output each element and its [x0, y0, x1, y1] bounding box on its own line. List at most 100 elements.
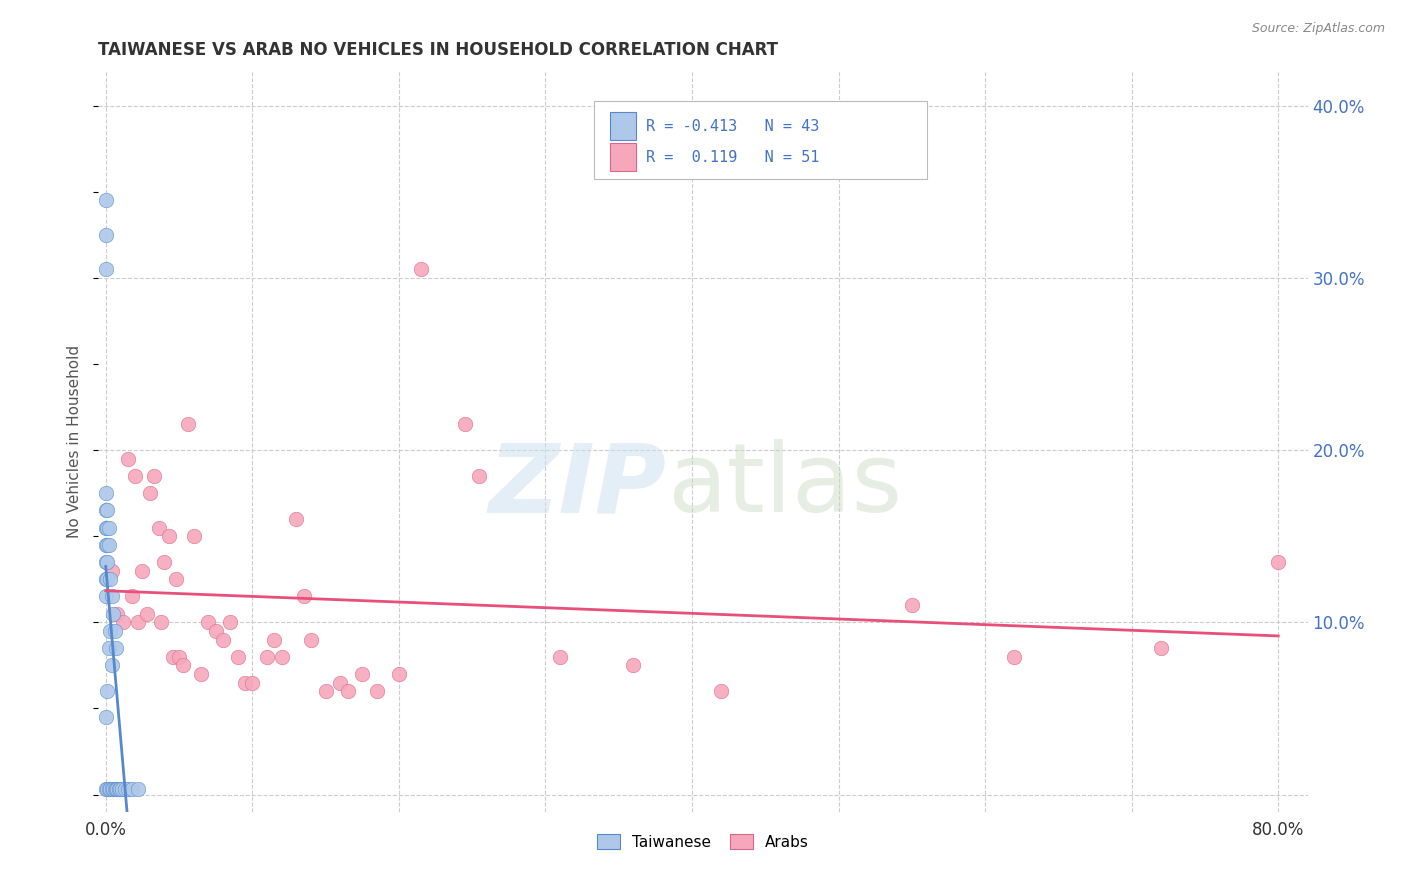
- Point: [127, 782, 149, 797]
- Point: [96, 684, 118, 698]
- Point: [94, 590, 117, 604]
- Point: [135, 607, 157, 621]
- Text: Source: ZipAtlas.com: Source: ZipAtlas.com: [1251, 22, 1385, 36]
- Point: [388, 667, 411, 681]
- Point: [98, 624, 121, 638]
- Point: [162, 649, 184, 664]
- Point: [94, 521, 117, 535]
- Point: [108, 782, 131, 797]
- Point: [263, 632, 285, 647]
- Point: [107, 782, 129, 797]
- Point: [233, 675, 256, 690]
- FancyBboxPatch shape: [595, 101, 927, 178]
- Point: [94, 227, 117, 242]
- Point: [197, 615, 219, 630]
- Text: TAIWANESE VS ARAB NO VEHICLES IN HOUSEHOLD CORRELATION CHART: TAIWANESE VS ARAB NO VEHICLES IN HOUSEHO…: [98, 41, 779, 59]
- Point: [409, 262, 432, 277]
- Text: ZIP: ZIP: [489, 440, 666, 533]
- Point: [94, 782, 117, 797]
- Point: [107, 607, 129, 621]
- Point: [96, 521, 118, 535]
- Point: [100, 782, 122, 797]
- Point: [94, 555, 117, 569]
- Point: [121, 590, 143, 604]
- Point: [94, 486, 117, 500]
- Point: [112, 615, 135, 630]
- Point: [1267, 555, 1289, 569]
- Point: [190, 667, 212, 681]
- Point: [96, 782, 118, 797]
- Point: [94, 572, 117, 586]
- Point: [172, 658, 194, 673]
- Point: [103, 624, 125, 638]
- Point: [94, 538, 117, 552]
- Point: [710, 684, 733, 698]
- Point: [117, 451, 139, 466]
- Point: [548, 649, 571, 664]
- Point: [103, 782, 125, 797]
- Point: [329, 675, 352, 690]
- Point: [96, 572, 118, 586]
- Point: [454, 417, 477, 432]
- Point: [100, 658, 122, 673]
- Point: [121, 782, 143, 797]
- Point: [1150, 641, 1173, 656]
- Text: atlas: atlas: [666, 440, 901, 533]
- Point: [256, 649, 278, 664]
- Point: [127, 615, 149, 630]
- Point: [100, 564, 122, 578]
- Text: R =  0.119   N = 51: R = 0.119 N = 51: [647, 150, 820, 165]
- Point: [270, 649, 292, 664]
- Point: [105, 782, 128, 797]
- FancyBboxPatch shape: [610, 144, 637, 171]
- Point: [1004, 649, 1026, 664]
- Point: [98, 782, 121, 797]
- Point: [111, 782, 134, 797]
- Point: [352, 667, 374, 681]
- Point: [183, 529, 205, 543]
- Point: [336, 684, 359, 698]
- Point: [901, 598, 924, 612]
- Point: [157, 529, 180, 543]
- Point: [131, 564, 153, 578]
- Point: [143, 469, 166, 483]
- Point: [138, 486, 160, 500]
- Point: [101, 607, 124, 621]
- Point: [150, 615, 173, 630]
- Point: [366, 684, 388, 698]
- Point: [97, 782, 120, 797]
- Point: [621, 658, 644, 673]
- Point: [226, 649, 249, 664]
- Point: [94, 262, 117, 277]
- Point: [94, 503, 117, 517]
- Point: [117, 782, 139, 797]
- Point: [96, 538, 118, 552]
- Point: [114, 782, 136, 797]
- Point: [110, 782, 132, 797]
- Point: [240, 675, 263, 690]
- Point: [97, 521, 120, 535]
- Point: [94, 710, 117, 724]
- Point: [315, 684, 337, 698]
- Point: [285, 512, 308, 526]
- Point: [101, 782, 124, 797]
- Point: [97, 538, 120, 552]
- Legend: Taiwanese, Arabs: Taiwanese, Arabs: [591, 828, 815, 856]
- Point: [94, 194, 117, 208]
- Y-axis label: No Vehicles in Household: No Vehicles in Household: [67, 345, 83, 538]
- Point: [299, 632, 322, 647]
- Point: [212, 632, 235, 647]
- FancyBboxPatch shape: [610, 112, 637, 140]
- Point: [468, 469, 491, 483]
- Point: [177, 417, 200, 432]
- Point: [105, 641, 128, 656]
- Point: [124, 469, 146, 483]
- Point: [148, 521, 170, 535]
- Point: [219, 615, 242, 630]
- Point: [98, 572, 121, 586]
- Point: [292, 590, 315, 604]
- Point: [96, 555, 118, 569]
- Point: [100, 590, 122, 604]
- Point: [153, 555, 176, 569]
- Text: R = -0.413   N = 43: R = -0.413 N = 43: [647, 119, 820, 134]
